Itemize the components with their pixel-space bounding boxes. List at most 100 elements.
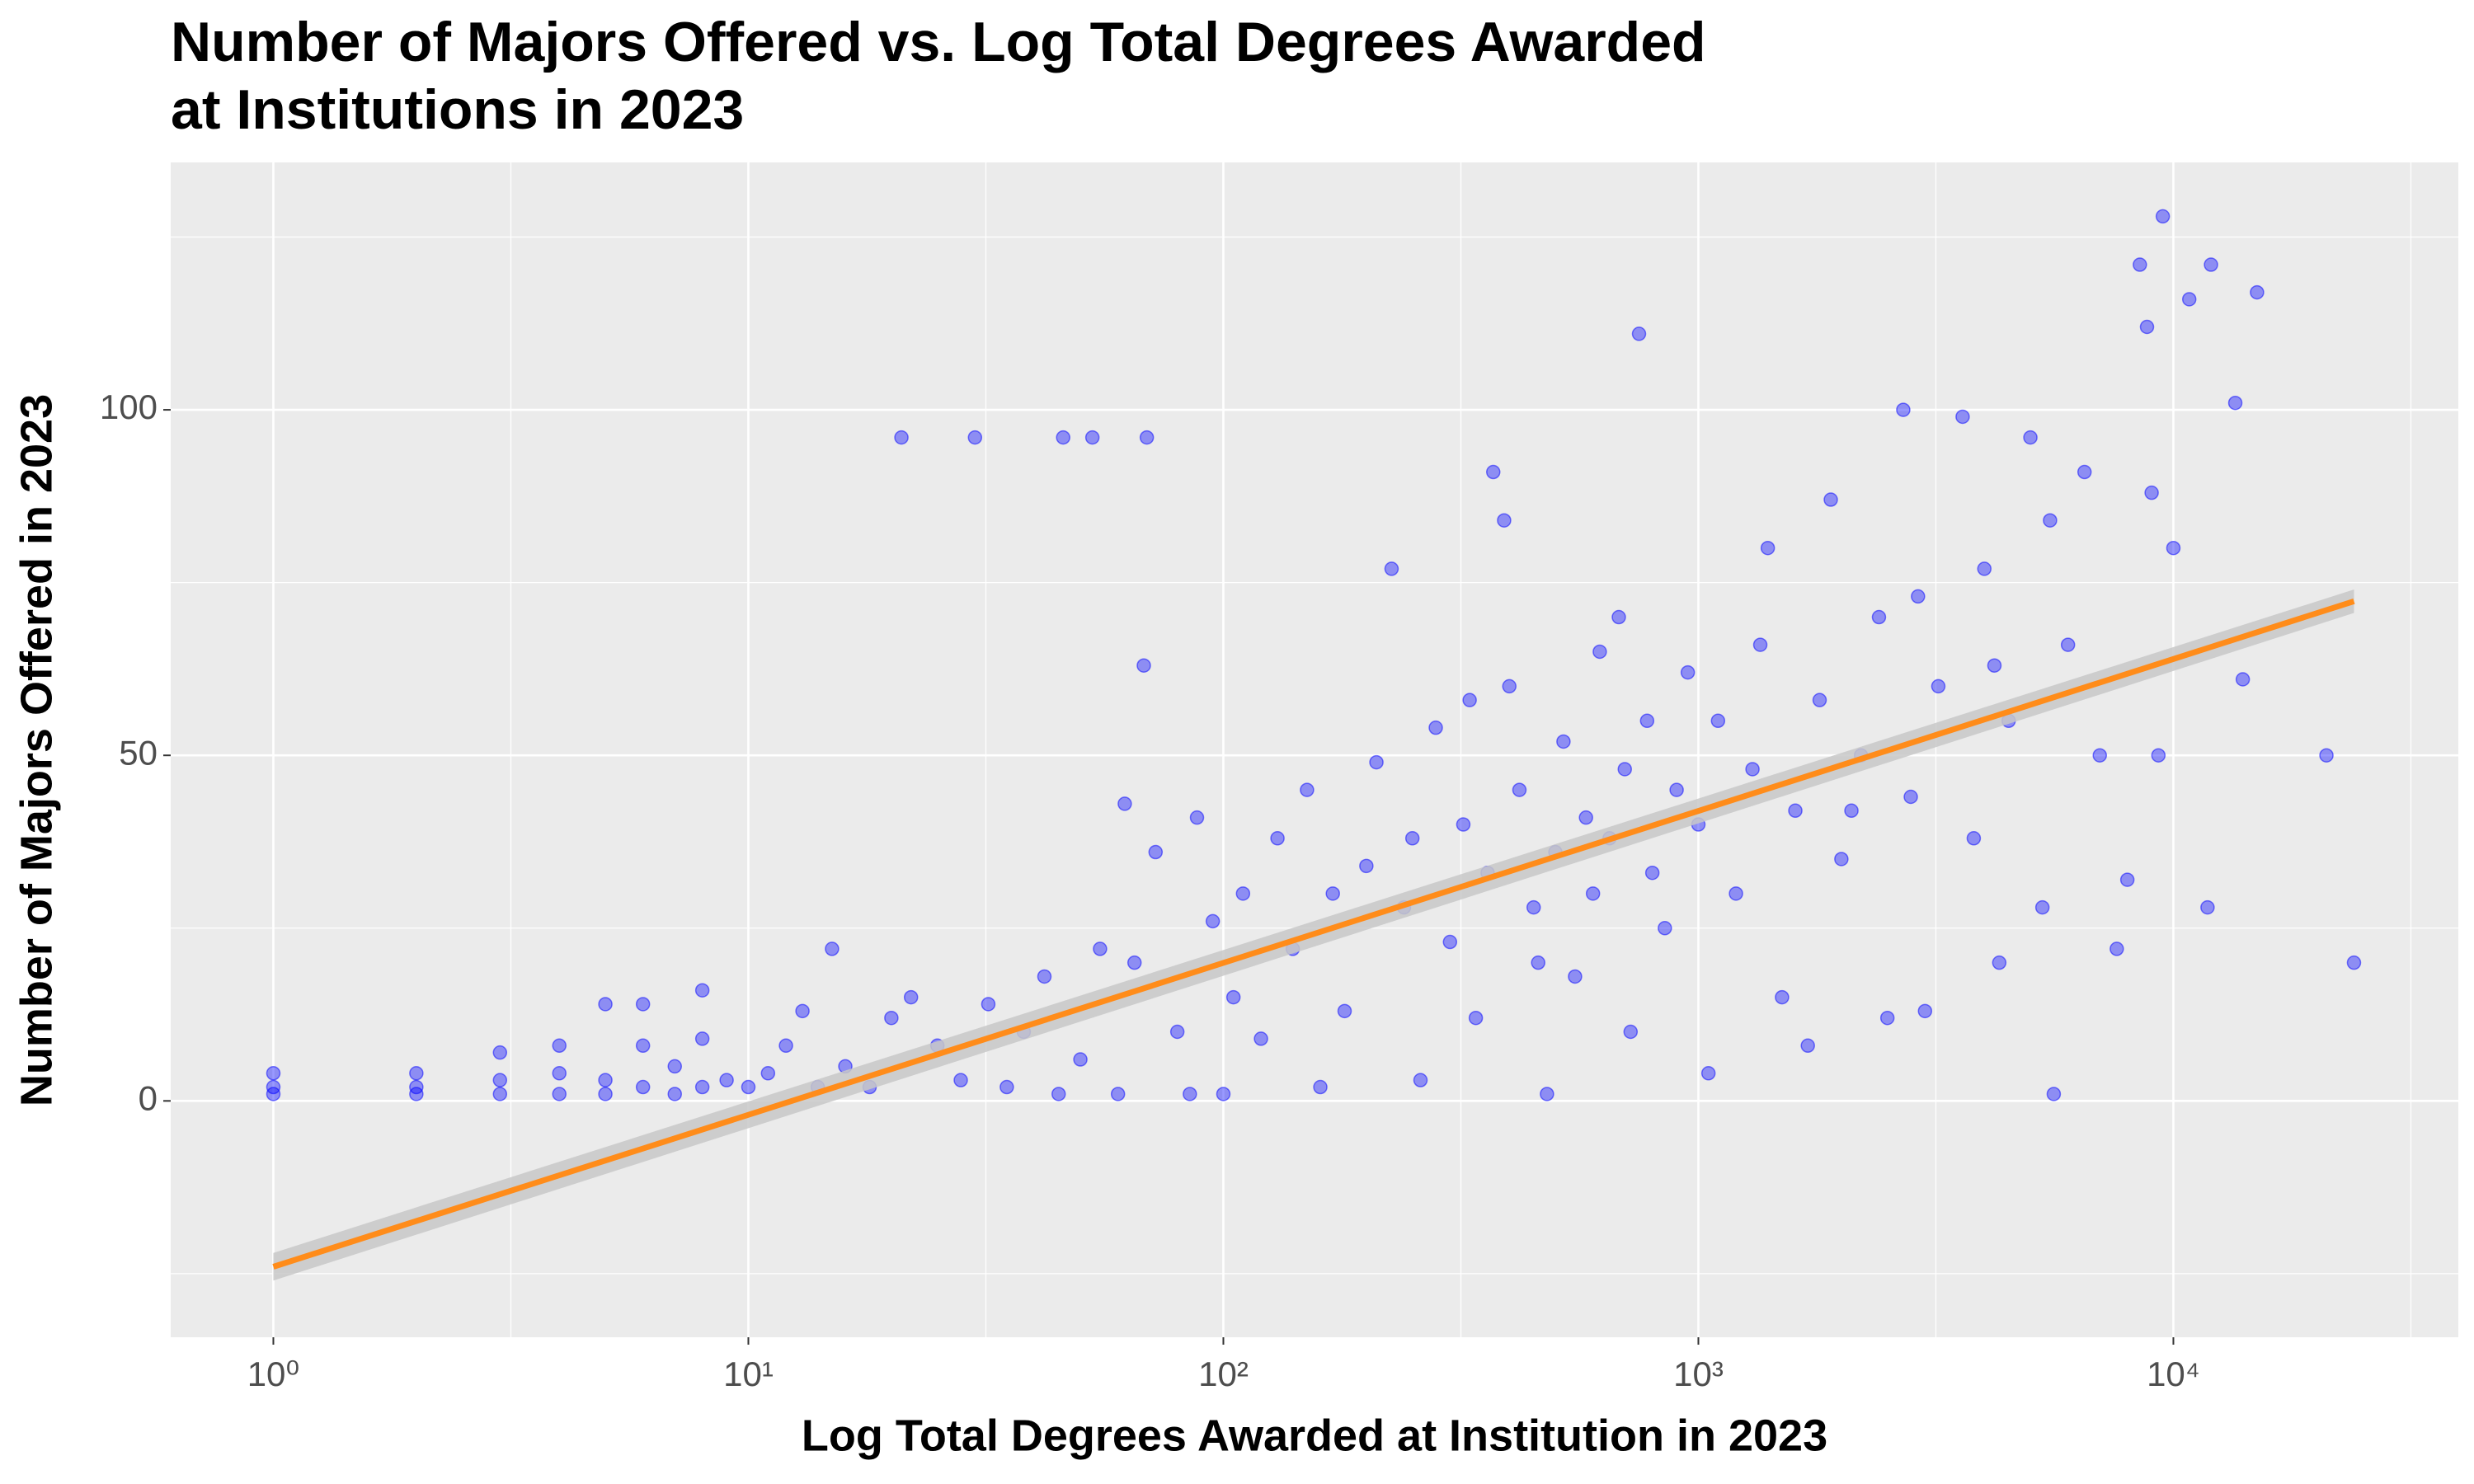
- point: [266, 1066, 281, 1081]
- point: [1384, 561, 1399, 576]
- point: [1745, 762, 1760, 777]
- point: [1631, 326, 1647, 341]
- point: [1623, 1024, 1639, 1040]
- point: [2023, 430, 2038, 445]
- point: [492, 1087, 508, 1101]
- point: [894, 430, 909, 445]
- point: [1148, 844, 1164, 860]
- point: [694, 983, 710, 998]
- x-tick-label: 10³: [1673, 1355, 1724, 1393]
- y-axis-title: Number of Majors Offered in 2023: [12, 394, 61, 1106]
- point: [1592, 644, 1607, 660]
- plot-background: [171, 162, 2458, 1337]
- point: [694, 1031, 710, 1046]
- point: [1568, 969, 1583, 984]
- point: [1205, 913, 1221, 929]
- point: [1531, 955, 1545, 970]
- point: [266, 1079, 281, 1095]
- point: [1056, 430, 1070, 445]
- y-tick-label: 100: [100, 387, 158, 426]
- point: [1413, 1073, 1428, 1087]
- point: [2144, 485, 2159, 500]
- point: [492, 1073, 508, 1087]
- fit-line: [272, 598, 2355, 1270]
- point: [1658, 921, 1672, 936]
- point: [1404, 831, 1420, 846]
- point: [1037, 969, 1052, 984]
- point: [1812, 693, 1827, 707]
- point: [1700, 1066, 1716, 1081]
- point: [1644, 865, 1660, 881]
- point: [1729, 886, 1743, 901]
- point: [999, 1079, 1014, 1095]
- point: [1442, 934, 1458, 950]
- point: [1139, 430, 1155, 445]
- point: [953, 1073, 968, 1087]
- point: [1169, 1024, 1185, 1040]
- point: [741, 1079, 756, 1095]
- point: [492, 1045, 508, 1060]
- point: [1512, 782, 1527, 797]
- point: [1051, 1087, 1066, 1101]
- point: [2046, 1087, 2062, 1101]
- point: [1337, 1003, 1352, 1019]
- point: [1126, 955, 1142, 970]
- point: [1225, 989, 1241, 1005]
- point: [1992, 955, 2007, 970]
- point: [1903, 789, 1918, 805]
- point: [1270, 831, 1285, 846]
- point: [903, 989, 919, 1005]
- point: [2181, 292, 2197, 307]
- point: [1235, 886, 1251, 901]
- point: [1585, 886, 1601, 901]
- point: [1966, 831, 1982, 846]
- point: [667, 1059, 682, 1074]
- point: [1917, 1003, 1933, 1019]
- point: [1136, 658, 1151, 673]
- point: [1775, 989, 1790, 1005]
- point: [1456, 817, 1471, 832]
- point: [1084, 430, 1100, 445]
- point: [2133, 257, 2147, 272]
- point: [409, 1079, 424, 1095]
- point: [552, 1087, 567, 1101]
- point: [1617, 762, 1632, 777]
- point: [1823, 492, 1838, 507]
- point: [2139, 319, 2155, 335]
- point: [2060, 637, 2076, 652]
- point: [1977, 561, 1992, 576]
- point: [967, 430, 983, 445]
- point: [1879, 1010, 1895, 1026]
- point: [1468, 1010, 1484, 1026]
- point: [1834, 852, 1849, 866]
- point: [2204, 257, 2218, 272]
- point: [1369, 754, 1384, 770]
- point: [667, 1087, 682, 1101]
- point: [1325, 886, 1340, 901]
- point: [1073, 1052, 1088, 1067]
- point: [1540, 1087, 1554, 1101]
- point: [409, 1066, 424, 1081]
- point: [1844, 803, 1859, 819]
- point: [2235, 672, 2251, 687]
- point: [1752, 637, 1768, 652]
- point: [598, 997, 613, 1012]
- point: [1110, 1087, 1126, 1101]
- point: [598, 1087, 613, 1101]
- point: [694, 1079, 710, 1095]
- point: [795, 1003, 810, 1019]
- point: [1800, 1038, 1815, 1054]
- point: [719, 1073, 734, 1087]
- point: [1788, 803, 1803, 819]
- point: [1359, 858, 1374, 874]
- point: [981, 997, 996, 1012]
- y-tick-label: 50: [119, 733, 158, 772]
- point: [635, 1038, 651, 1054]
- point: [1216, 1087, 1231, 1101]
- point: [2250, 284, 2265, 300]
- point: [1117, 796, 1132, 811]
- point: [2166, 540, 2181, 556]
- point: [1639, 713, 1655, 729]
- point: [552, 1038, 567, 1054]
